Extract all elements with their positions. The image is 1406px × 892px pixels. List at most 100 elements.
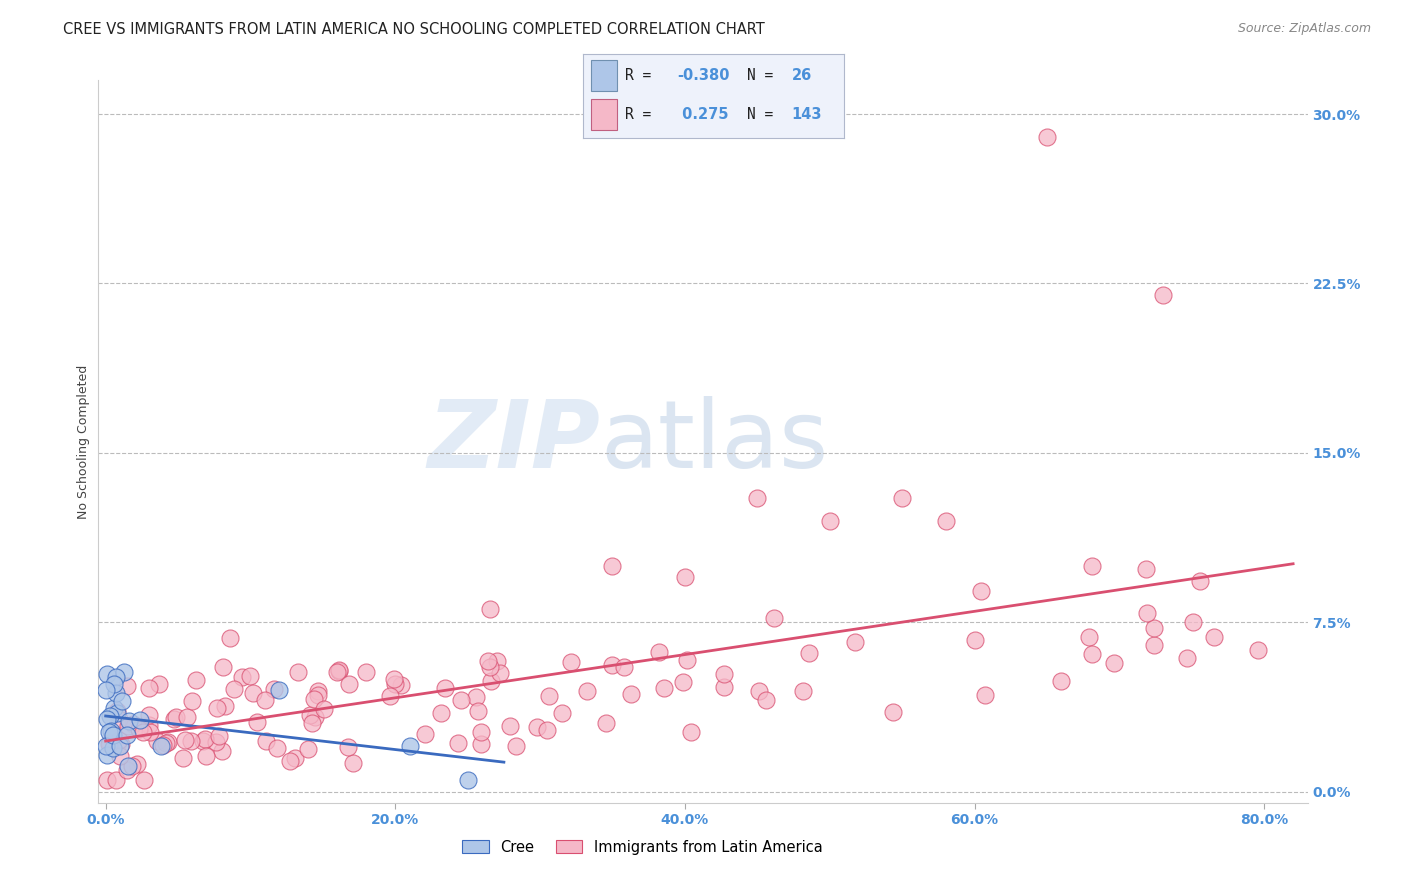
Point: [117, 759, 139, 773]
Point: [121, 759, 143, 773]
Point: [117, 719, 139, 733]
Point: [1081, 647, 1104, 661]
Point: [108, 712, 131, 726]
Point: [181, 694, 204, 708]
Point: [146, 733, 169, 747]
Point: [620, 687, 643, 701]
Point: [254, 733, 277, 747]
Text: 143: 143: [792, 107, 823, 122]
Point: [94, 682, 117, 697]
Point: [239, 668, 262, 682]
Point: [101, 741, 124, 756]
Point: [681, 725, 703, 739]
Point: [433, 681, 456, 695]
Point: [211, 744, 233, 758]
Point: [389, 678, 412, 692]
Point: [337, 677, 360, 691]
Point: [242, 686, 264, 700]
Point: [1202, 631, 1225, 645]
Point: [560, 655, 582, 669]
Point: [115, 763, 138, 777]
Y-axis label: No Schooling Completed: No Schooling Completed: [77, 365, 90, 518]
Point: [470, 725, 492, 739]
Point: [312, 701, 335, 715]
Point: [354, 665, 377, 679]
Point: [103, 701, 125, 715]
Point: [465, 690, 488, 705]
Text: Source: ZipAtlas.com: Source: ZipAtlas.com: [1237, 22, 1371, 36]
Point: [212, 660, 235, 674]
Point: [526, 720, 548, 734]
Point: [129, 714, 152, 728]
Point: [342, 756, 364, 770]
Point: [613, 659, 636, 673]
Point: [96, 773, 118, 788]
Point: [108, 749, 131, 764]
Point: [105, 704, 128, 718]
Text: CREE VS IMMIGRANTS FROM LATIN AMERICA NO SCHOOLING COMPLETED CORRELATION CHART: CREE VS IMMIGRANTS FROM LATIN AMERICA NO…: [63, 22, 765, 37]
Point: [1036, 129, 1059, 144]
Point: [792, 683, 814, 698]
Point: [278, 754, 301, 768]
Point: [269, 682, 291, 697]
Point: [121, 717, 143, 731]
Point: [104, 686, 127, 700]
Point: [1143, 621, 1166, 635]
Point: [115, 679, 138, 693]
Point: [965, 633, 987, 648]
Point: [246, 714, 269, 729]
Point: [103, 677, 125, 691]
Point: [149, 739, 172, 753]
Point: [673, 570, 696, 584]
Point: [180, 734, 202, 748]
Point: [486, 654, 509, 668]
Point: [457, 773, 479, 788]
Point: [1136, 606, 1159, 620]
Point: [1247, 643, 1270, 657]
Point: [105, 706, 128, 721]
Point: [672, 675, 695, 690]
Point: [748, 683, 770, 698]
Point: [499, 719, 522, 733]
Point: [479, 674, 502, 689]
Point: [148, 677, 170, 691]
Point: [110, 737, 132, 751]
Point: [266, 740, 288, 755]
Point: [218, 632, 240, 646]
Text: R =: R =: [626, 107, 659, 122]
Point: [96, 748, 118, 763]
Text: -0.380: -0.380: [678, 68, 730, 83]
Point: [152, 738, 174, 752]
Point: [450, 692, 472, 706]
Point: [157, 735, 180, 749]
Point: [763, 611, 786, 625]
Point: [602, 558, 624, 573]
Point: [138, 681, 160, 696]
Point: [429, 706, 451, 721]
Point: [112, 665, 135, 680]
Point: [328, 663, 350, 677]
Text: N =: N =: [748, 107, 782, 122]
Point: [284, 751, 307, 765]
Point: [302, 692, 325, 706]
Point: [204, 735, 226, 749]
Point: [1152, 287, 1174, 301]
Legend: Cree, Immigrants from Latin America: Cree, Immigrants from Latin America: [457, 834, 828, 861]
Point: [138, 708, 160, 723]
Point: [505, 739, 527, 754]
Text: N =: N =: [748, 68, 782, 83]
Point: [96, 667, 118, 681]
Point: [118, 714, 141, 729]
Point: [595, 716, 617, 731]
Point: [104, 773, 127, 788]
Point: [172, 751, 194, 765]
Point: [98, 736, 121, 750]
Point: [575, 683, 598, 698]
Point: [479, 602, 502, 616]
Point: [194, 731, 217, 746]
Bar: [592, 99, 617, 130]
Point: [380, 690, 402, 704]
Point: [138, 718, 160, 732]
Point: [94, 739, 117, 754]
Point: [297, 741, 319, 756]
